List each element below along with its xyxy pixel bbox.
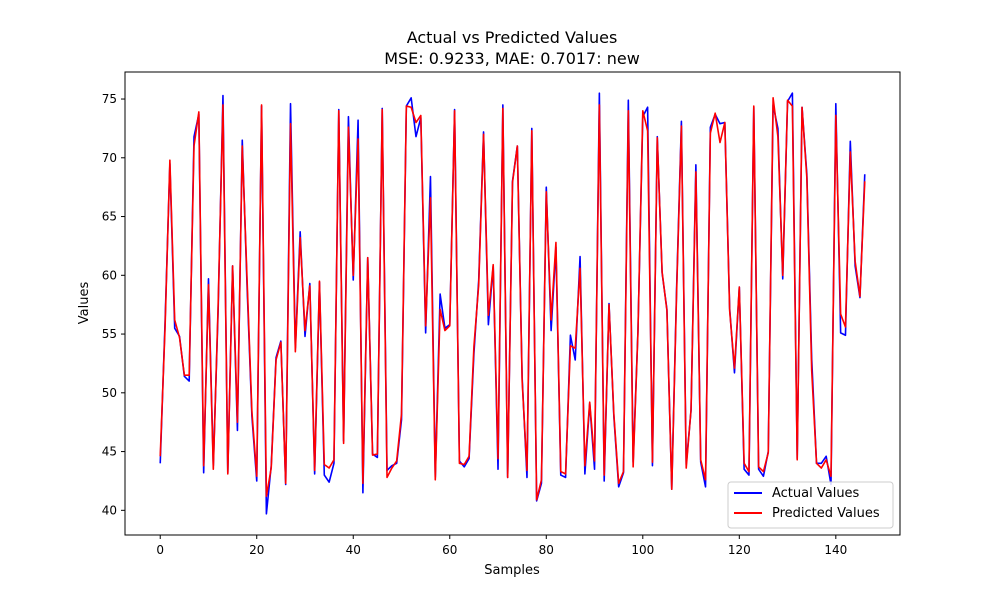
y-tick-label: 45 [102,445,117,459]
legend: Actual Values Predicted Values [727,481,894,529]
y-axis: 40 45 50 55 60 65 70 75 [102,92,125,517]
y-tick-label: 75 [102,92,117,106]
chart-subtitle: MSE: 0.9233, MAE: 0.7017: new [384,49,640,68]
x-tick-label: 120 [728,543,751,557]
y-tick-label: 65 [102,210,117,224]
x-tick-label: 20 [249,543,264,557]
plot-frame [124,71,901,536]
series-layer [159,92,866,515]
legend-box [727,481,894,529]
x-tick-label: 40 [346,543,361,557]
x-tick-label: 0 [156,543,164,557]
y-tick-label: 55 [102,327,117,341]
x-axis-label: Samples [484,563,540,578]
x-axis: 0 20 40 60 80 100 120 140 [156,535,847,557]
x-tick-label: 100 [631,543,654,557]
x-tick-label: 140 [824,543,847,557]
y-tick-label: 40 [102,503,117,517]
legend-label-predicted: Predicted Values [772,506,880,521]
y-tick-label: 60 [102,268,117,282]
y-axis-label: Values [77,282,92,325]
y-tick-label: 70 [102,151,117,165]
y-tick-label: 50 [102,386,117,400]
legend-label-actual: Actual Values [772,486,860,501]
x-tick-label: 60 [442,543,457,557]
series-line-1 [159,97,866,501]
x-tick-label: 80 [539,543,554,557]
chart-title: Actual vs Predicted Values [407,28,618,47]
